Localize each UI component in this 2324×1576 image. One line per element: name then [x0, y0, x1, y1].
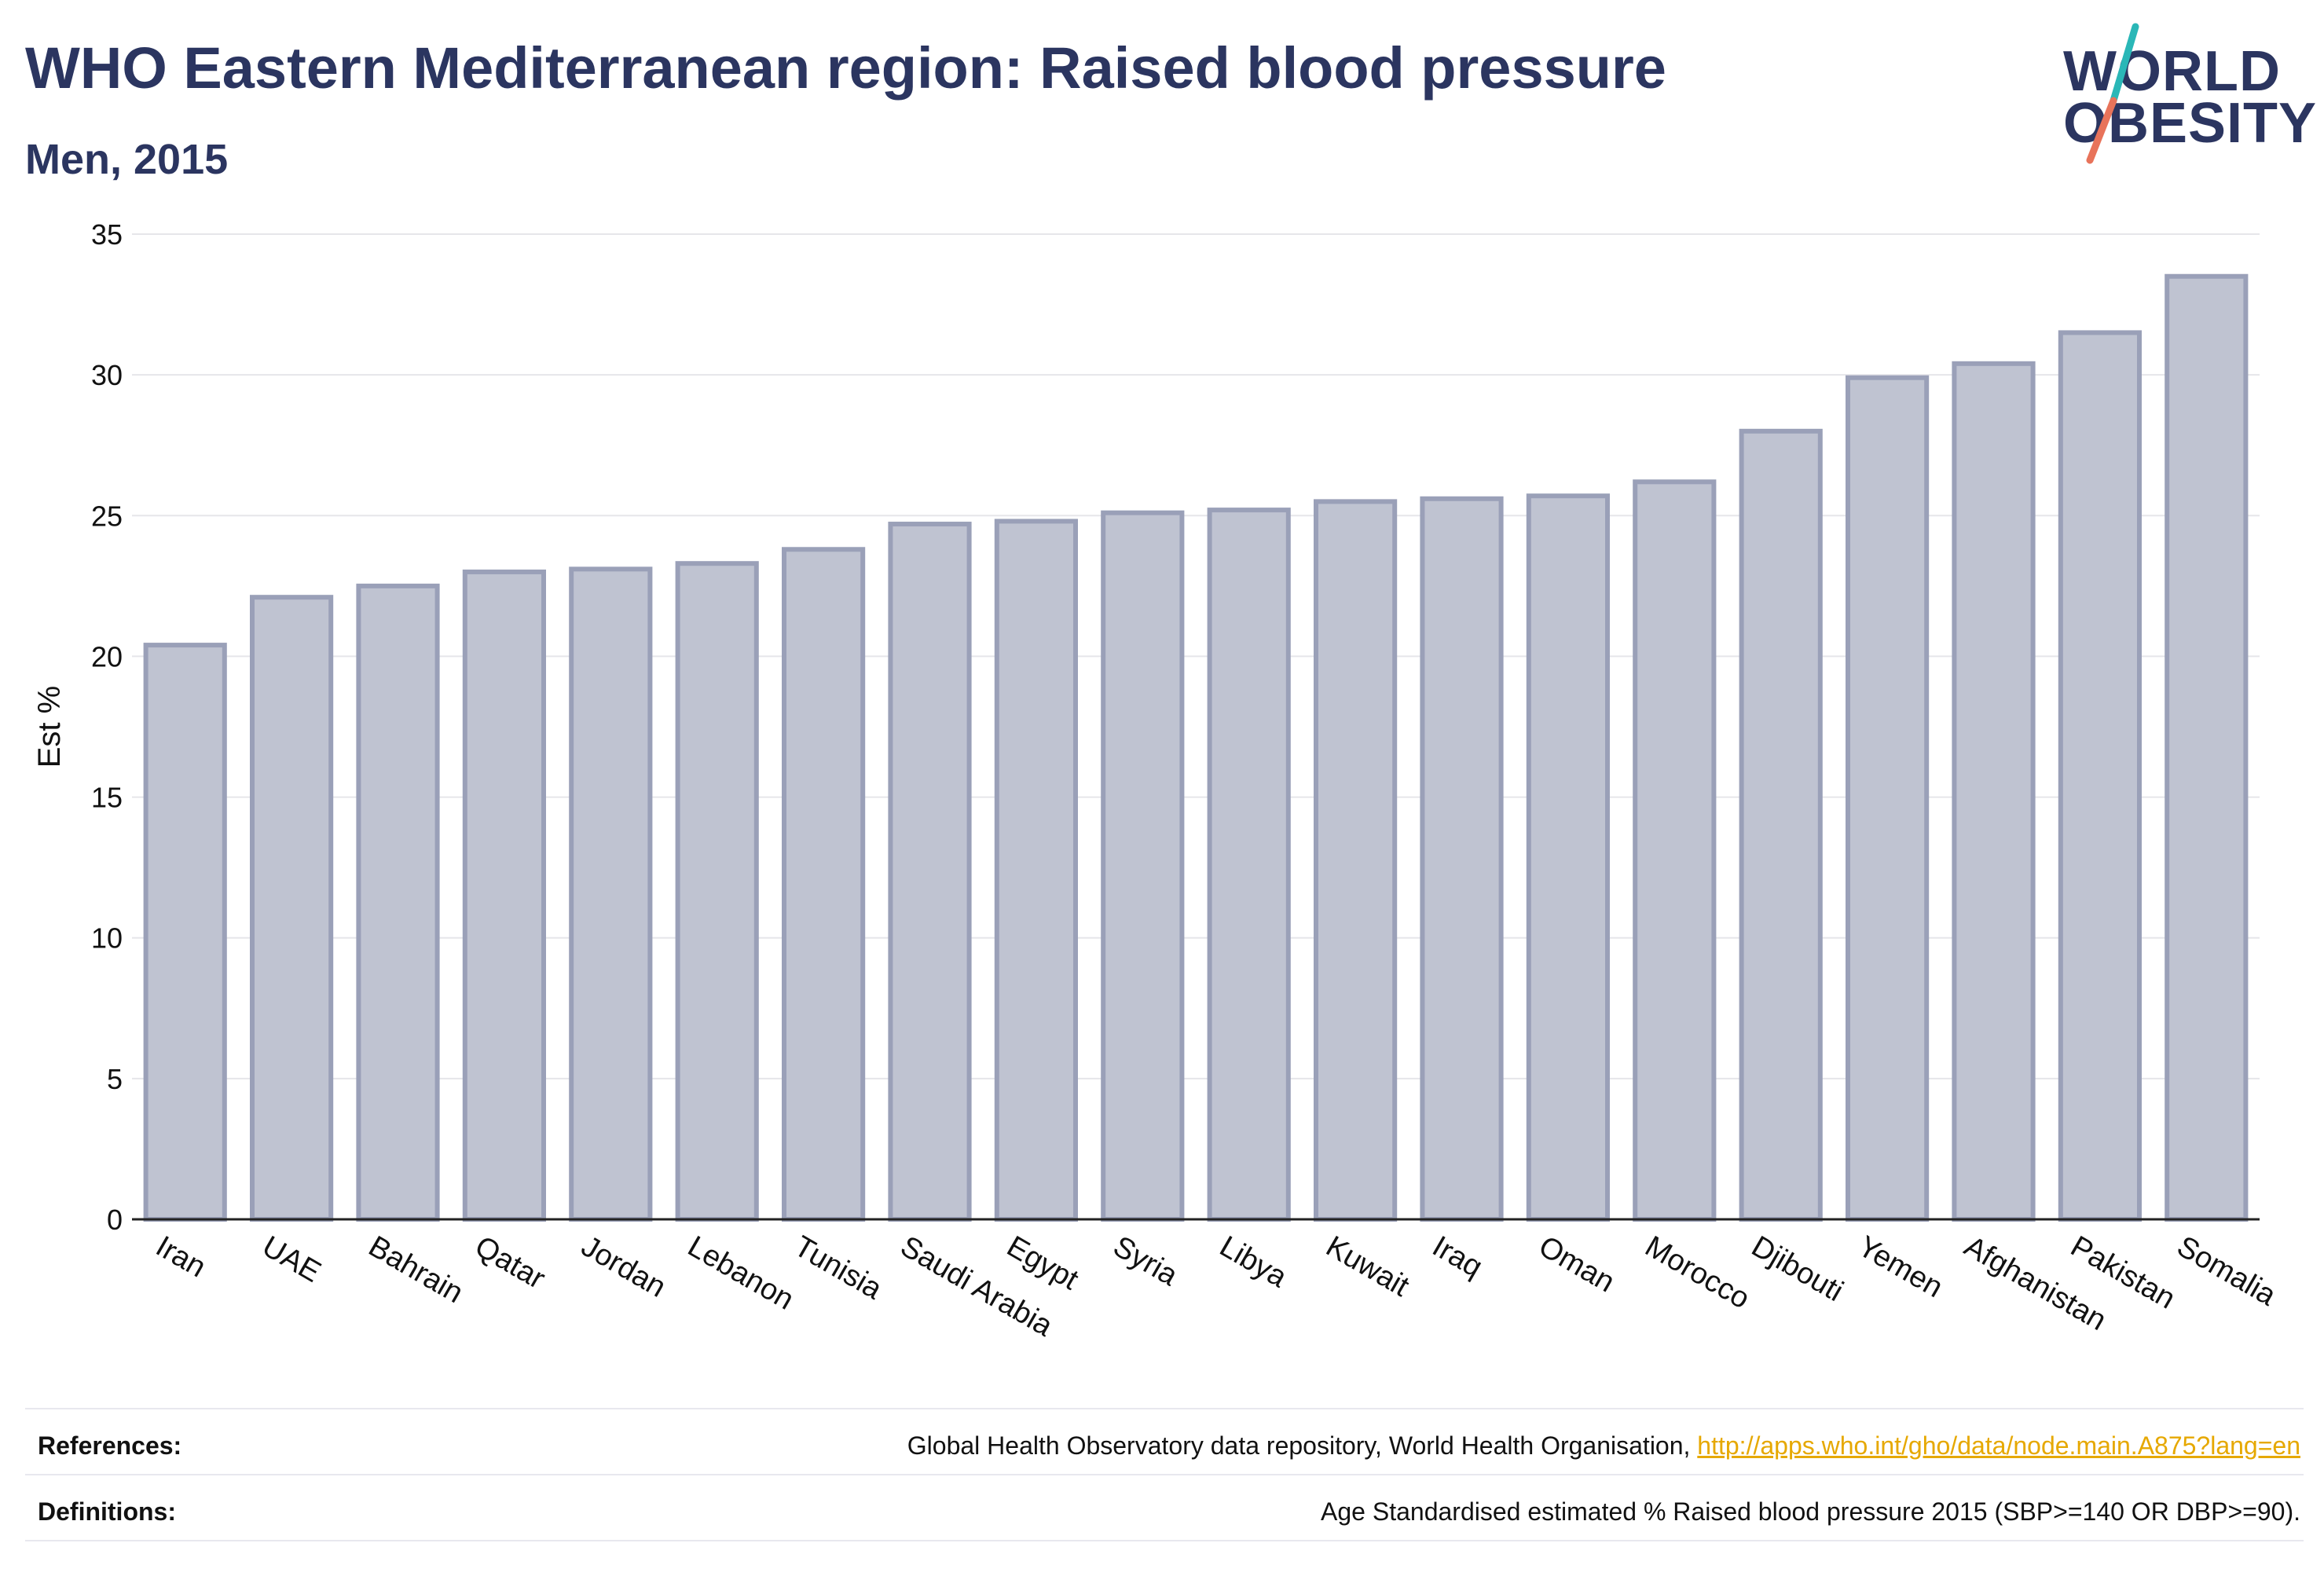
x-tick-label: Libya	[1214, 1230, 1292, 1294]
x-tick-label: Qatar	[469, 1230, 551, 1296]
logo-slash-icon	[2086, 23, 2139, 164]
y-tick-label: 15	[91, 782, 123, 814]
references-link[interactable]: http://apps.who.int/gho/data/node.main.A…	[1697, 1431, 2300, 1460]
y-tick-label: 35	[91, 218, 123, 251]
bars	[143, 273, 2249, 1222]
references-label: References:	[38, 1431, 182, 1460]
bar-tunisia	[782, 547, 866, 1222]
x-tick-label: Djibouti	[1746, 1230, 1849, 1308]
y-tick-label: 30	[91, 359, 123, 391]
x-tick-label: Jordan	[576, 1230, 672, 1303]
y-tick-label: 25	[91, 500, 123, 532]
x-tick-label: Iraq	[1427, 1230, 1488, 1284]
x-tick-label: Lebanon	[682, 1230, 799, 1316]
logo-line-1: WORLD	[2063, 40, 2281, 103]
world-obesity-logo: WORLD OBESITY	[2043, 22, 2316, 171]
bar-iraq	[1420, 496, 1504, 1222]
chart-subtitle: Men, 2015	[25, 136, 229, 183]
y-tick-label: 0	[107, 1204, 123, 1236]
bar-pakistan	[2058, 330, 2142, 1222]
definitions-text: Age Standardised estimated % Raised bloo…	[1321, 1497, 2300, 1526]
bar-iran	[143, 643, 227, 1222]
references-source: Global Health Observatory data repositor…	[907, 1431, 1698, 1460]
bar-afghanistan	[1952, 361, 2036, 1222]
y-tick-label: 20	[91, 640, 123, 673]
y-axis-label: Est %	[32, 686, 67, 768]
footer-divider-bottom	[25, 1540, 2304, 1541]
bar-uae	[250, 595, 334, 1222]
x-tick-label: UAE	[257, 1230, 327, 1288]
chart-title: WHO Eastern Mediterranean region: Raised…	[25, 35, 1666, 101]
bar-morocco	[1633, 479, 1717, 1222]
x-tick-label: Yemen	[1853, 1230, 1948, 1304]
bar-libya	[1207, 508, 1291, 1222]
bar-lebanon	[675, 561, 759, 1222]
footer-divider-middle	[25, 1474, 2304, 1475]
references-text: Global Health Observatory data repositor…	[907, 1431, 2300, 1461]
bar-chart: 0 5 10 15 20 25 30 35 Iran UAE Bahrain Qatar Jordan…	[32, 218, 2282, 1343]
x-tick-label: Oman	[1533, 1230, 1620, 1299]
y-tick-label: 5	[107, 1063, 123, 1095]
x-tick-label: Bahrain	[363, 1230, 468, 1310]
x-tick-label: Tunisia	[789, 1230, 889, 1306]
bar-kuwait	[1314, 499, 1398, 1222]
bar-oman	[1526, 493, 1610, 1222]
bar-syria	[1101, 510, 1185, 1222]
bar-jordan	[569, 566, 653, 1222]
bar-djibouti	[1739, 428, 1823, 1222]
definitions-label: Definitions:	[38, 1497, 176, 1526]
bar-qatar	[462, 569, 546, 1222]
bar-yemen	[1846, 375, 1930, 1222]
y-tick-labels: 0 5 10 15 20 25 30 35	[91, 218, 123, 1236]
bar-saudi-arabia	[888, 522, 972, 1222]
footer-divider-top	[25, 1408, 2304, 1409]
x-tick-label: Morocco	[1640, 1230, 1755, 1315]
bar-egypt	[994, 519, 1078, 1222]
grid-lines	[132, 233, 2260, 1079]
y-tick-label: 10	[91, 922, 123, 955]
x-tick-label: Iran	[150, 1230, 211, 1284]
x-tick-label: Kuwait	[1321, 1230, 1415, 1303]
bar-somalia	[2165, 273, 2249, 1222]
x-tick-label: Egypt	[1001, 1230, 1084, 1296]
x-tick-label: Syria	[1108, 1230, 1184, 1292]
x-tick-label: Somalia	[2172, 1230, 2282, 1312]
bar-bahrain	[356, 583, 440, 1222]
